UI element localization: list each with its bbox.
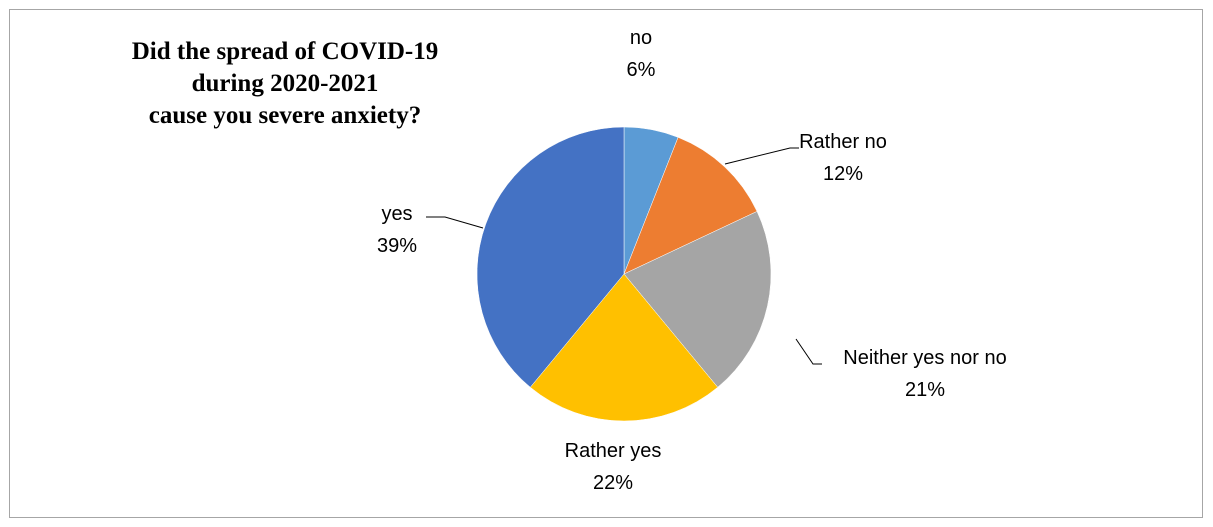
- leader-line: [724, 147, 799, 165]
- chart-title-line: during 2020-2021: [191, 70, 379, 97]
- pie-slices: [476, 126, 772, 422]
- chart-title: Did the spread of COVID-19 during 2020-2…: [85, 36, 485, 132]
- slice-category-label: Rather yes: [565, 440, 662, 462]
- chart-title-line: cause you severe anxiety?: [148, 102, 422, 129]
- slice-category-label: yes: [381, 203, 412, 225]
- slice-percent-label: 39%: [377, 235, 417, 257]
- pie-slice-yes: [476, 126, 625, 388]
- slice-percent-label: 12%: [823, 163, 863, 185]
- leader-lines: [426, 147, 822, 365]
- pie-slice-rather-yes: [529, 273, 719, 422]
- slice-category-label: Rather no: [799, 131, 887, 153]
- chart-title-line: Did the spread of COVID-19: [131, 38, 439, 65]
- slice-percent-label: 6%: [627, 59, 656, 81]
- leader-line: [795, 338, 822, 365]
- slice-percent-label: 21%: [905, 379, 945, 401]
- pie-slice-neither-yes-nor-no: [623, 211, 772, 388]
- slice-category-label: no: [630, 27, 652, 49]
- slice-category-label: Neither yes nor no: [843, 347, 1006, 369]
- slice-labels: no 6% Rather no 12% Neither yes nor no 21% Rat…: [377, 27, 1007, 494]
- leader-line: [426, 216, 484, 229]
- pie-slice-rather-no: [623, 136, 758, 275]
- slice-percent-label: 22%: [593, 472, 633, 494]
